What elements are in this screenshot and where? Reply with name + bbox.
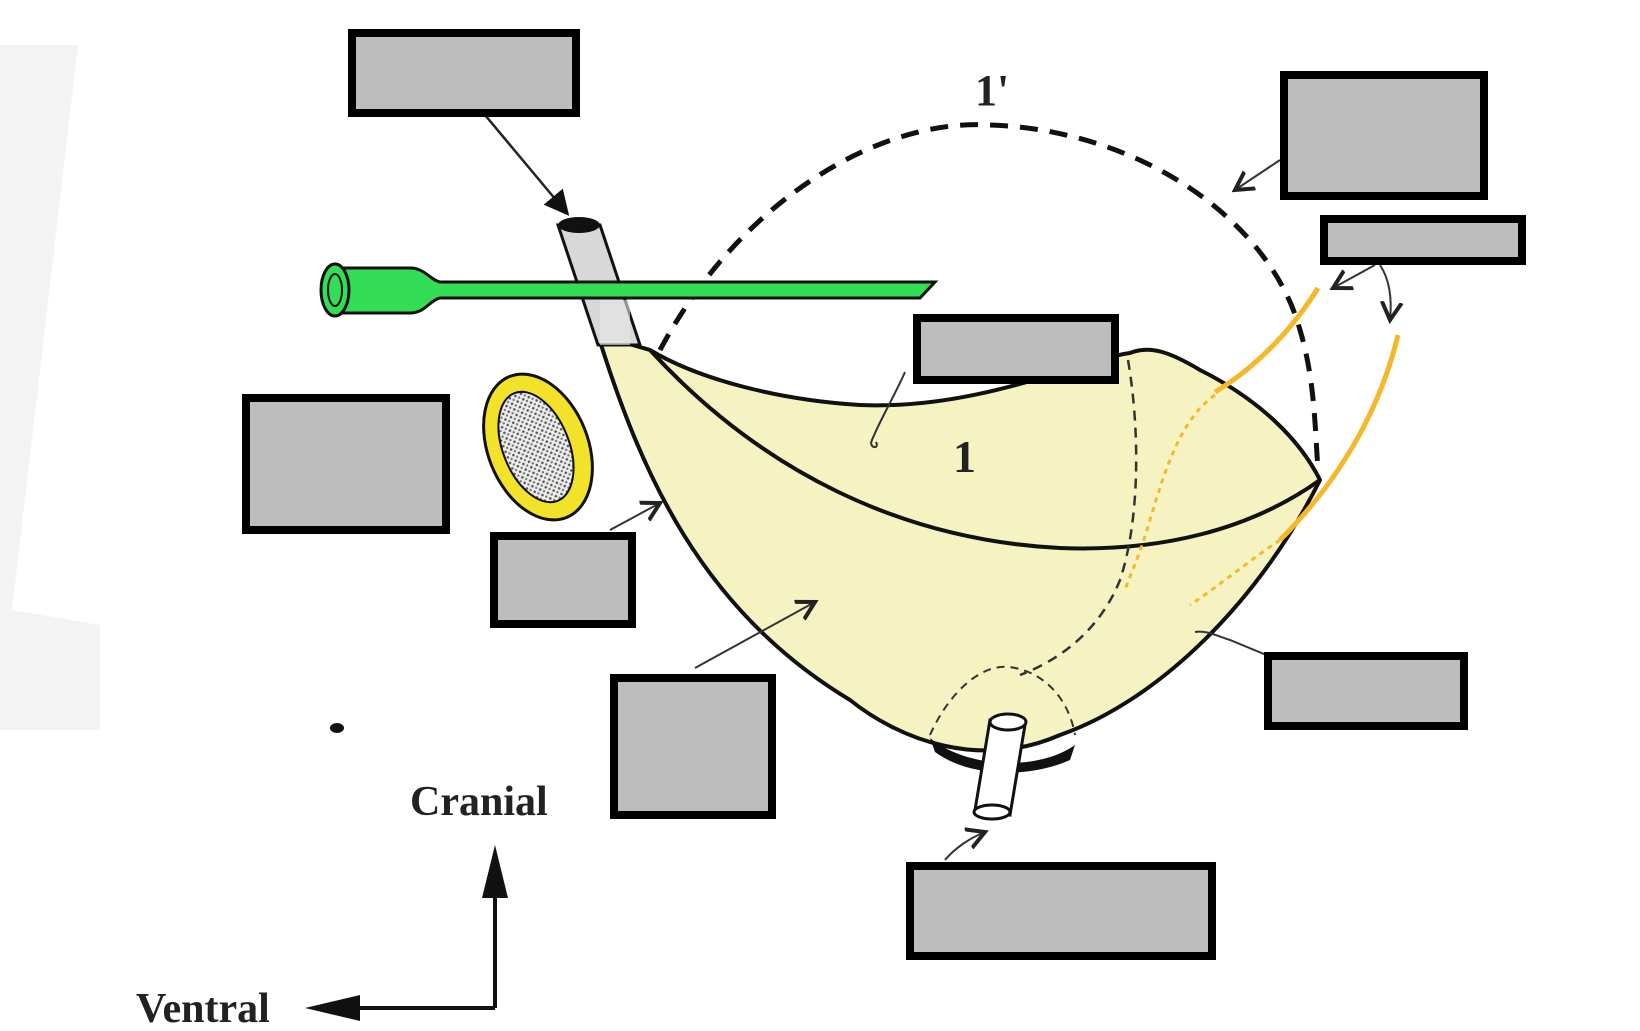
label-box-left-small[interactable] [490, 532, 636, 628]
leader-center-top [870, 371, 906, 448]
label-box-top-right[interactable] [1280, 71, 1488, 200]
grey-tube-opening [558, 217, 600, 233]
bottom-cylinder-top [988, 712, 1028, 732]
internal-dashed-line [1019, 359, 1138, 677]
leader-left-small [609, 503, 660, 531]
leader-right-small-b [1379, 264, 1391, 320]
label-box-bottom[interactable] [906, 862, 1216, 960]
bottom-dashed-arc [929, 665, 1076, 736]
leader-top-right [1235, 159, 1281, 190]
yellow-line-upper [1213, 286, 1321, 395]
label-box-center-top[interactable] [913, 314, 1119, 384]
yellow-dotted-line-1 [1123, 393, 1216, 591]
sac-label: 1 [953, 431, 976, 482]
leader-bottom [944, 832, 985, 861]
label-box-right-lower[interactable] [1264, 652, 1468, 730]
cranial-arrowhead [482, 845, 508, 898]
label-box-left[interactable] [242, 394, 450, 534]
green-probe-end-inner [327, 273, 343, 307]
cranial-label: Cranial [410, 779, 548, 825]
grey-tube-hatch [600, 300, 630, 345]
leader-right-lower [1194, 630, 1323, 679]
green-probe [328, 266, 939, 315]
dashed-outline-label: 1' [975, 66, 1009, 115]
label-box-right-small[interactable] [1320, 215, 1526, 265]
green-probe-end [319, 262, 351, 318]
ventral-arrowhead [305, 995, 360, 1021]
label-box-top-left[interactable] [348, 29, 580, 117]
small-dot [330, 723, 344, 733]
yellow-line-lower [1278, 334, 1401, 542]
leader-top-left [484, 114, 570, 216]
yellow-ring-core [497, 390, 575, 504]
yellow-dotted-line-2 [1189, 538, 1281, 607]
dashed-outline [657, 122, 1321, 471]
sac-inner-fold [648, 348, 1322, 551]
label-box-bottom-center-left[interactable] [610, 674, 776, 819]
bottom-dark-base [930, 738, 1075, 773]
leader-right-small-a [1333, 264, 1376, 288]
bottom-cylinder-bottom [972, 803, 1012, 821]
background-watermark [0, 45, 100, 730]
leader-bottom-center-left [694, 602, 815, 669]
ventral-label: Ventral [136, 986, 270, 1031]
orientation-axes [330, 880, 497, 1010]
